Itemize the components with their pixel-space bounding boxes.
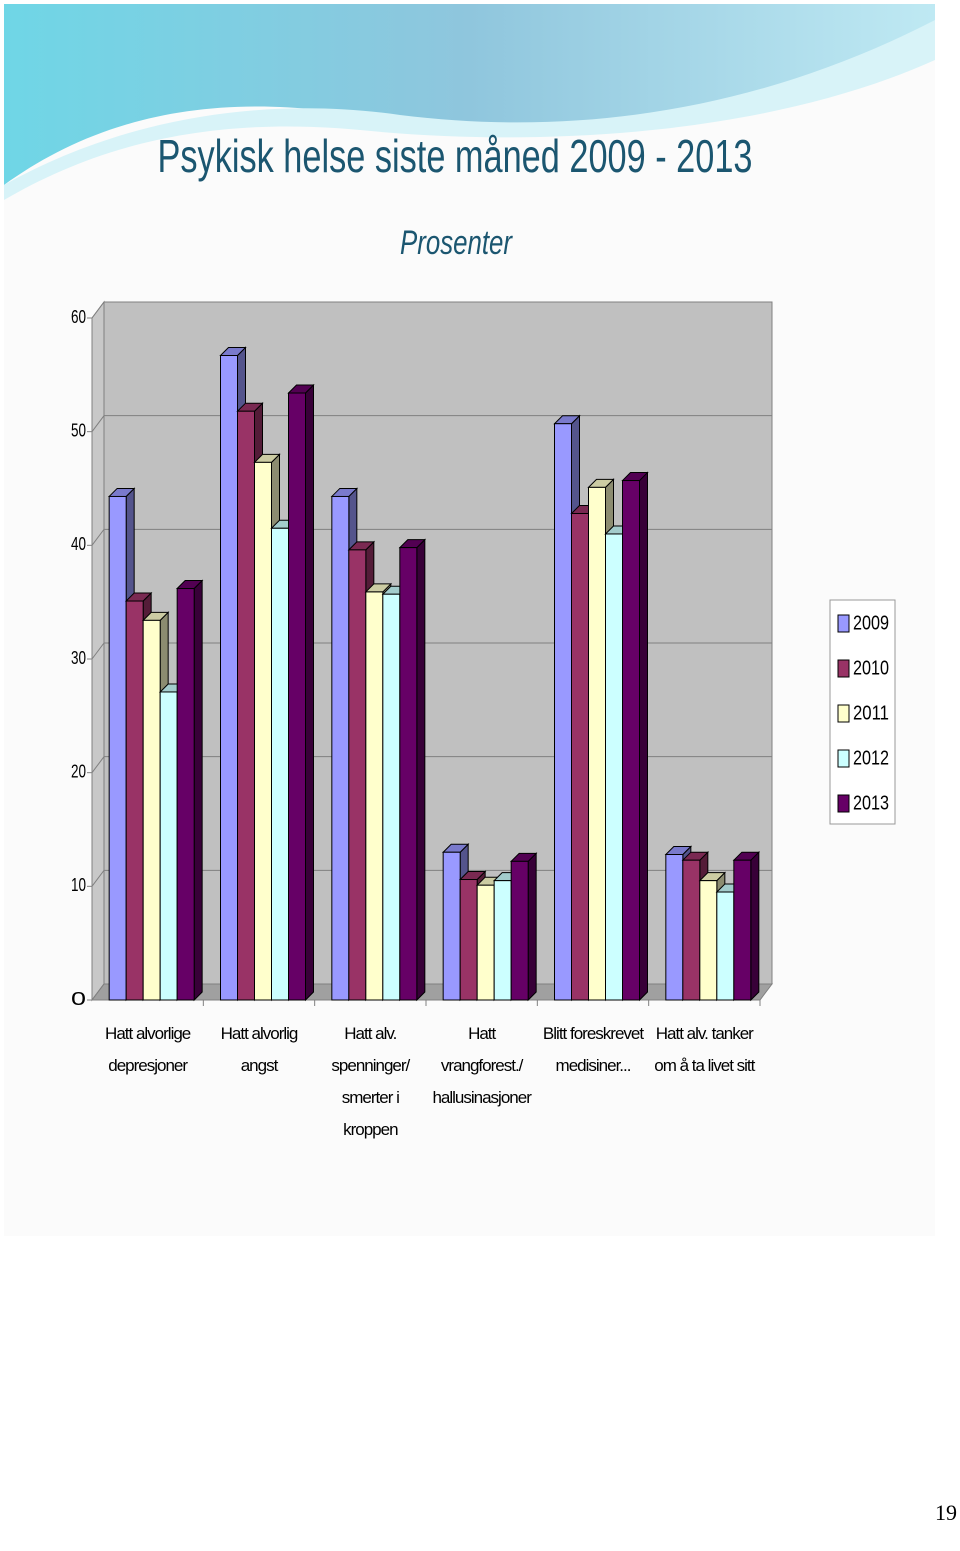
- grid-line: [91, 301, 772, 319]
- grid-line: [91, 756, 772, 773]
- bar-front: [459, 879, 478, 1001]
- header-wave: [4, 4, 935, 185]
- bar-side: [527, 852, 537, 1002]
- x-tick-label: Hatt vrangforest./ hallusinasjoner: [432, 1024, 531, 1107]
- grid-line: [91, 528, 772, 546]
- bar-front: [125, 600, 144, 1001]
- x-tick-label: Hatt alv. spenninger/ smerter i kroppen: [331, 1024, 410, 1139]
- bar-side: [750, 850, 760, 1002]
- y-tick-label: 30: [71, 648, 86, 668]
- y-tick-label: 40: [71, 534, 86, 554]
- bar-front: [365, 591, 384, 1001]
- bar: [732, 850, 761, 1002]
- bar-front: [271, 527, 289, 1001]
- bar-front: [699, 880, 718, 1001]
- x-tick-label: Hatt alvorlig angst: [220, 1024, 299, 1075]
- legend-label: 2013: [853, 792, 889, 814]
- bar-front: [220, 355, 238, 1001]
- bar-front: [237, 410, 255, 1001]
- bar-front: [476, 884, 495, 1001]
- bar-front: [254, 461, 272, 1001]
- y-tick-label: 0: [71, 989, 86, 1009]
- bar-side: [193, 579, 203, 1002]
- bar-front: [159, 691, 178, 1001]
- bar-front: [605, 533, 623, 1001]
- bar-front: [733, 859, 752, 1001]
- bar-front: [588, 486, 606, 1001]
- bar: [175, 579, 204, 1002]
- bar-front: [571, 513, 589, 1001]
- grid-line: [91, 642, 772, 660]
- bar-front: [554, 423, 572, 1001]
- x-tick-label: Hatt alvorlige depresjoner: [105, 1024, 191, 1075]
- legend-label: 2010: [853, 657, 889, 679]
- bar-front: [288, 392, 306, 1001]
- bar-front: [493, 880, 512, 1001]
- bar-front: [716, 891, 735, 1001]
- header-wave-light: [4, 20, 935, 200]
- legend-swatch: [837, 794, 850, 813]
- bar-front: [665, 854, 684, 1001]
- x-tick-label: Hatt alv. tanker om å ta livet sitt: [654, 1024, 755, 1075]
- y-tick-label: 50: [71, 420, 86, 440]
- bar: [509, 852, 538, 1002]
- bar-side: [305, 383, 314, 1002]
- legend-swatch: [837, 749, 850, 768]
- bar-front: [682, 859, 701, 1001]
- bar-front: [176, 588, 195, 1001]
- legend-label: 2011: [853, 702, 889, 724]
- bar-side: [639, 471, 648, 1002]
- y-tick-label: 20: [71, 761, 86, 781]
- bar-front: [382, 593, 401, 1001]
- legend-label: 2012: [853, 747, 889, 769]
- y-tick-label: 10: [71, 875, 86, 895]
- page-number: 19: [935, 1500, 957, 1525]
- bar-front: [510, 860, 529, 1001]
- x-tick-label: Blitt foreskrevet medisiner...: [542, 1024, 644, 1075]
- bar-front: [348, 549, 367, 1001]
- bar: [621, 471, 649, 1002]
- y-tick-label: 60: [71, 307, 86, 327]
- chart-title: Psykisk helse siste måned 2009 - 2013: [158, 130, 753, 182]
- grid-line: [91, 983, 772, 1001]
- chart: 0 10 20 30 40 50 60 2009 2010 2011 2012 2013: [71, 300, 896, 1009]
- bar-side: [416, 538, 426, 1002]
- bar-front: [399, 547, 418, 1001]
- legend-swatch: [837, 614, 850, 633]
- grid-line: [91, 869, 772, 887]
- bar-front: [142, 619, 161, 1001]
- legend-label: 2009: [853, 612, 889, 634]
- bar-front: [331, 495, 350, 1001]
- grid-line: [91, 415, 772, 432]
- bar-front: [442, 851, 461, 1001]
- legend: 2009 2010 2011 2012 2013: [829, 599, 896, 825]
- chart-subtitle: Prosenter: [400, 224, 513, 262]
- bar: [287, 383, 315, 1002]
- legend-swatch: [837, 659, 850, 678]
- bar-front: [622, 480, 640, 1001]
- bar: [398, 538, 427, 1002]
- legend-swatch: [837, 704, 850, 723]
- bar-front: [108, 495, 127, 1001]
